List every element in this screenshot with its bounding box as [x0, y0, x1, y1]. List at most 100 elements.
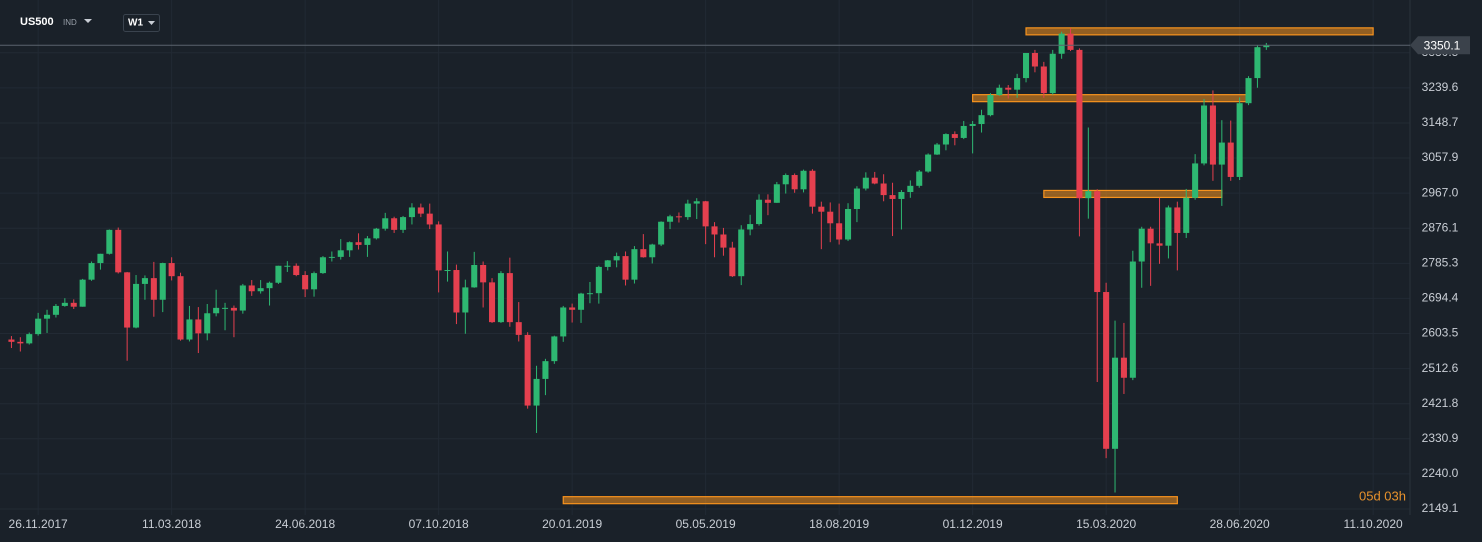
candle-body: [266, 282, 273, 289]
candle-body: [533, 378, 540, 406]
candle-body: [649, 244, 656, 258]
candle-body: [800, 170, 807, 190]
candle-body: [916, 171, 923, 186]
x-tick-label: 15.03.2020: [1076, 517, 1136, 531]
candle-body: [364, 238, 371, 245]
candle-body: [426, 213, 433, 225]
candle-body: [1218, 142, 1225, 165]
candle-body: [551, 336, 558, 362]
candle-body: [569, 307, 576, 310]
candle-body: [871, 177, 878, 184]
candle-body: [1112, 357, 1119, 449]
x-tick-label: 01.12.2019: [943, 517, 1003, 531]
candle-body: [631, 249, 638, 280]
dropdown-arrow[interactable]: [148, 21, 155, 25]
last-price-marker: [1410, 36, 1470, 55]
candle-body: [373, 228, 380, 239]
level: [972, 94, 1250, 103]
candle-body: [942, 134, 949, 145]
candle-body: [417, 207, 424, 214]
x-tick-label: 11.03.2018: [142, 517, 201, 531]
candle-body: [987, 95, 994, 116]
axes: 2149.1 2240.0 2330.9 2421.8 2512.6 2603.5 2694…: [0, 0, 1470, 531]
candle-body: [675, 216, 682, 218]
candle-body: [711, 226, 718, 235]
x-tick-label: 11.10.2020: [1344, 517, 1403, 531]
candle-body: [747, 224, 754, 230]
candle-body: [506, 273, 513, 323]
timeframe[interactable]: W1: [128, 18, 143, 29]
candle-body: [951, 134, 958, 138]
symbol[interactable]: US500: [20, 16, 54, 28]
candle-body: [168, 263, 175, 277]
candle-body: [1005, 87, 1012, 90]
candle-body: [898, 192, 905, 199]
y-tick-label: 3057.9: [1422, 150, 1459, 164]
candle-body: [1236, 103, 1243, 177]
candle-body: [809, 170, 816, 207]
candle-body: [1156, 243, 1163, 246]
candle-body: [907, 185, 914, 193]
candle-body: [560, 307, 567, 337]
x-tick-label: 20.01.2019: [542, 517, 602, 531]
candle-body: [693, 201, 700, 204]
dropdown-arrow[interactable]: [84, 19, 92, 23]
candle-body: [186, 319, 193, 340]
candle-body: [346, 242, 353, 251]
symbol-type: IND: [63, 18, 77, 27]
candle-body: [204, 313, 211, 334]
y-tick-label: 2421.8: [1422, 396, 1459, 410]
candle-body: [239, 285, 246, 311]
timeframe-box[interactable]: [123, 14, 160, 32]
candles: [8, 28, 1270, 493]
candle-body: [230, 307, 237, 311]
candle-body: [1254, 47, 1261, 79]
candle-body: [1040, 66, 1047, 94]
y-tick-label: 2603.5: [1422, 326, 1459, 340]
candle-body: [1209, 105, 1216, 165]
level: [562, 496, 1178, 505]
candle-body: [61, 302, 68, 306]
candle-body: [8, 339, 15, 342]
candle-body: [845, 208, 852, 240]
candle-body: [70, 302, 77, 307]
candle-body: [400, 217, 407, 230]
y-tick-label: 2149.1: [1422, 501, 1459, 515]
y-tick-label: 2512.6: [1422, 361, 1459, 375]
candle-body: [1227, 142, 1234, 177]
y-tick-label: 2330.9: [1422, 431, 1459, 445]
x-tick-label: 26.11.2017: [9, 517, 68, 531]
candle-body: [319, 257, 326, 274]
candle-body: [17, 341, 24, 344]
candle-body: [853, 188, 860, 209]
candle-body: [97, 253, 104, 264]
candle-body: [791, 175, 798, 190]
candle-body: [880, 183, 887, 196]
candle-body: [773, 184, 780, 203]
candle-body: [1245, 78, 1252, 104]
candle-body: [480, 264, 487, 283]
y-tick-label: 2967.0: [1422, 185, 1459, 199]
candle-body: [586, 293, 593, 295]
candle-body: [1201, 105, 1208, 164]
candle-body: [1263, 45, 1270, 48]
toolbar: US500 IND W1 05d 03h: [20, 14, 1406, 503]
candle-body: [613, 256, 620, 261]
candle-body: [1174, 207, 1181, 233]
candle-body: [622, 256, 629, 280]
candle-body: [1120, 357, 1127, 378]
candle-body: [1014, 78, 1021, 90]
candle-body: [1103, 292, 1110, 449]
candle-body: [35, 318, 42, 335]
candle-body: [996, 87, 1003, 96]
candle-body: [124, 272, 131, 328]
candle-body: [720, 234, 727, 248]
y-tick-label: 2240.0: [1422, 466, 1459, 480]
x-tick-label: 28.06.2020: [1210, 517, 1270, 531]
candle-body: [1076, 49, 1083, 199]
candle-body: [337, 250, 344, 257]
candle-body: [444, 270, 451, 272]
candle-body: [302, 275, 309, 290]
candle-body: [141, 278, 148, 284]
candle-body: [1129, 261, 1136, 378]
